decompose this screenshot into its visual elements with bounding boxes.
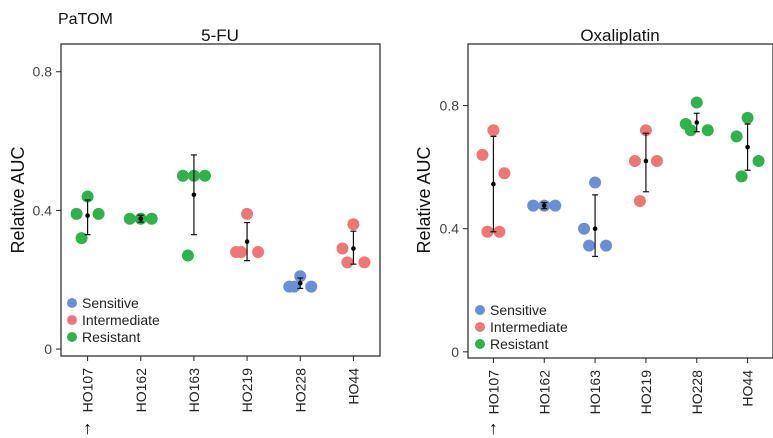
y-tick-label: 0.4 bbox=[33, 202, 53, 218]
data-point bbox=[123, 212, 136, 225]
x-tick-label: HO107 bbox=[485, 370, 501, 415]
marker-arrow-icon: ↑ bbox=[489, 418, 498, 438]
mean-point bbox=[244, 239, 250, 244]
mean-point bbox=[592, 226, 598, 232]
x-tick-label: HO228 bbox=[689, 370, 705, 415]
mean-point bbox=[745, 144, 750, 150]
data-point bbox=[235, 246, 248, 258]
plot-frame bbox=[60, 43, 381, 357]
legend-label: Sensitive bbox=[490, 302, 547, 318]
data-point bbox=[252, 246, 265, 258]
data-point bbox=[600, 239, 613, 252]
mean-point bbox=[191, 192, 197, 198]
mean-point bbox=[297, 280, 303, 286]
y-tick-label: 0.4 bbox=[440, 221, 460, 237]
data-point bbox=[650, 154, 663, 167]
x-tick-label: HO163 bbox=[587, 370, 603, 415]
mean-point bbox=[643, 158, 649, 164]
marker-arrow-icon: ↑ bbox=[83, 418, 92, 438]
x-tick-label: HO44 bbox=[345, 368, 361, 405]
y-tick-label: 0 bbox=[44, 341, 52, 357]
data-point bbox=[481, 225, 494, 238]
data-point bbox=[578, 222, 591, 235]
data-point bbox=[336, 242, 349, 255]
data-point bbox=[198, 169, 211, 182]
x-tick-label: HO228 bbox=[292, 368, 308, 413]
y-axis-label: Relative AUC bbox=[414, 146, 434, 253]
x-tick-label: HO162 bbox=[536, 370, 552, 415]
data-point bbox=[690, 96, 703, 109]
data-point bbox=[741, 111, 754, 124]
x-tick-label: HO219 bbox=[239, 368, 255, 413]
data-point bbox=[92, 207, 105, 220]
data-point bbox=[589, 176, 602, 189]
data-point bbox=[684, 124, 697, 137]
legend-label: Intermediate bbox=[490, 319, 568, 335]
figure-header-label: PaTOM bbox=[58, 11, 113, 28]
mean-point bbox=[541, 203, 547, 208]
x-tick-label: HO162 bbox=[133, 368, 149, 413]
x-tick-label: HO219 bbox=[638, 370, 654, 415]
x-tick-label: HO44 bbox=[740, 370, 756, 407]
data-point bbox=[633, 195, 646, 207]
data-point bbox=[628, 154, 641, 167]
chart-title: Oxaliplatin bbox=[580, 26, 659, 45]
data-point bbox=[476, 148, 489, 161]
x-tick-label: HO107 bbox=[80, 368, 96, 413]
mean-point bbox=[138, 216, 144, 222]
data-point bbox=[527, 199, 540, 212]
legend-label: Sensitive bbox=[82, 295, 139, 311]
data-point bbox=[730, 130, 743, 143]
data-point bbox=[358, 256, 371, 269]
mean-point bbox=[694, 120, 700, 125]
data-point bbox=[145, 212, 158, 225]
mean-point bbox=[491, 181, 496, 187]
data-point bbox=[288, 280, 301, 293]
legend-label: Intermediate bbox=[82, 312, 160, 328]
legend-swatch bbox=[67, 332, 77, 342]
data-point bbox=[241, 207, 254, 220]
legend-swatch bbox=[67, 315, 77, 325]
legend-label: Resistant bbox=[490, 336, 548, 352]
y-tick-label: 0.8 bbox=[33, 64, 53, 80]
data-point bbox=[305, 280, 318, 293]
legend-label: Resistant bbox=[82, 329, 140, 345]
chart-oxaliplatin: Oxaliplatin Relative AUC 0 0.4 0.8 HO107 HO162… bbox=[414, 26, 773, 438]
mean-point bbox=[85, 213, 90, 218]
data-point bbox=[752, 154, 765, 167]
x-tick-label: HO163 bbox=[186, 368, 202, 413]
data-point bbox=[181, 249, 194, 262]
plot-frame bbox=[467, 43, 773, 359]
data-point bbox=[176, 169, 189, 182]
data-point bbox=[549, 199, 562, 212]
data-point bbox=[341, 256, 354, 269]
legend-swatch bbox=[67, 298, 77, 308]
y-axis-label: Relative AUC bbox=[8, 146, 28, 253]
y-tick-label: 0.8 bbox=[440, 98, 460, 114]
y-tick-label: 0 bbox=[451, 344, 459, 360]
data-point bbox=[583, 239, 596, 252]
chart-5fu: 5-FU Relative AUC 0 0.4 0.8 HO107 HO162 HO163 HO… bbox=[8, 26, 381, 438]
data-point bbox=[498, 167, 511, 180]
legend-swatch bbox=[475, 339, 485, 349]
data-point bbox=[347, 218, 360, 231]
data-point bbox=[735, 170, 748, 183]
data-point bbox=[493, 225, 506, 238]
data-point bbox=[70, 207, 83, 220]
legend-swatch bbox=[475, 305, 485, 315]
legend-swatch bbox=[475, 322, 485, 332]
data-point bbox=[75, 232, 88, 245]
mean-point bbox=[351, 246, 356, 251]
data-point bbox=[487, 124, 500, 137]
chart-title: 5-FU bbox=[201, 26, 239, 45]
data-point bbox=[701, 124, 714, 137]
data-point bbox=[294, 270, 307, 283]
